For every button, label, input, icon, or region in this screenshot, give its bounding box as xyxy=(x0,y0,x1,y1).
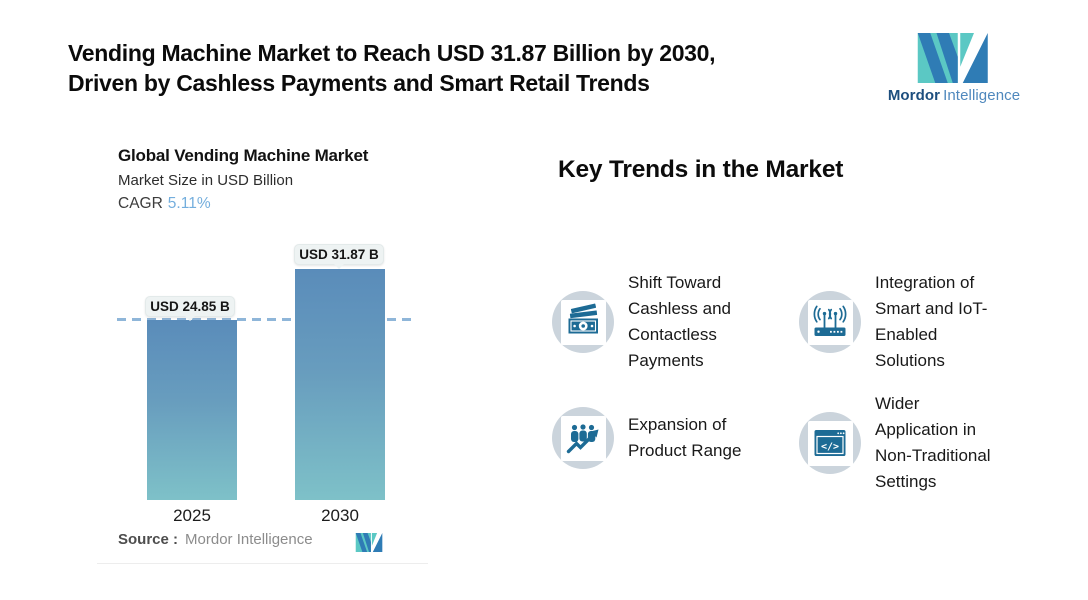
brand-logo: Mordor Intelligence xyxy=(888,33,1020,104)
chart-cagr: CAGR 5.11% xyxy=(118,195,211,213)
source-label: Source : xyxy=(118,531,179,548)
trend-label: Shift Toward Cashless and Contactless Pa… xyxy=(628,273,732,370)
chart-subtitle: Market Size in USD Billion xyxy=(118,172,294,189)
brand-name: Mordor Intelligence xyxy=(888,87,1020,104)
page-title-line-1: Vending Machine Market to Reach USD 31.8… xyxy=(68,40,716,66)
brand-name-bold: Mordor xyxy=(887,87,941,104)
growth-people-chart-icon xyxy=(552,407,614,469)
mordor-logo-icon xyxy=(917,33,988,83)
code-window-icon: </> xyxy=(799,412,861,474)
source-row: Source : Mordor Intelligence xyxy=(118,531,313,548)
trend-item-product-range: Expansion of Product Range xyxy=(552,406,778,470)
iot-router-icon xyxy=(799,291,861,353)
trend-label: Integration of Smart and IoT-Enabled Sol… xyxy=(875,273,988,370)
cash-banknotes-icon xyxy=(552,291,614,353)
chart-title: Global Vending Machine Market xyxy=(118,146,369,165)
market-chart-panel: Global Vending Machine Market Market Siz… xyxy=(97,128,428,576)
trend-item-non-traditional: </> Wider Application in Non-Traditional… xyxy=(799,390,1003,496)
brand-name-light: Intelligence xyxy=(943,87,1021,104)
bar-2025 xyxy=(147,320,237,500)
bar-value-label-2030: USD 31.87 B xyxy=(294,244,384,265)
page-title-line-2: Driven by Cashless Payments and Smart Re… xyxy=(68,70,650,96)
bar-value-label-2025: USD 24.85 B xyxy=(145,296,235,317)
trend-label: Expansion of Product Range xyxy=(628,415,742,460)
trend-item-smart-iot: Integration of Smart and IoT-Enabled Sol… xyxy=(799,266,1010,378)
trends-heading: Key Trends in the Market xyxy=(558,156,844,183)
mordor-mini-logo-icon xyxy=(355,533,383,552)
svg-text:</>: </> xyxy=(821,442,839,453)
page-title: Vending Machine Market to Reach USD 31.8… xyxy=(68,38,716,98)
x-axis-label-2025: 2025 xyxy=(173,506,211,525)
cagr-label: CAGR xyxy=(118,195,163,212)
x-axis-label-2030: 2030 xyxy=(321,506,359,525)
bar-2030 xyxy=(295,269,385,500)
trend-label: Wider Application in Non-Traditional Set… xyxy=(875,394,991,491)
reference-dash-line xyxy=(117,318,413,321)
cagr-value: 5.11% xyxy=(167,195,211,212)
panel-divider xyxy=(97,563,428,564)
source-value: Mordor Intelligence xyxy=(185,531,313,548)
trend-item-cashless-payments: Shift Toward Cashless and Contactless Pa… xyxy=(552,266,763,378)
